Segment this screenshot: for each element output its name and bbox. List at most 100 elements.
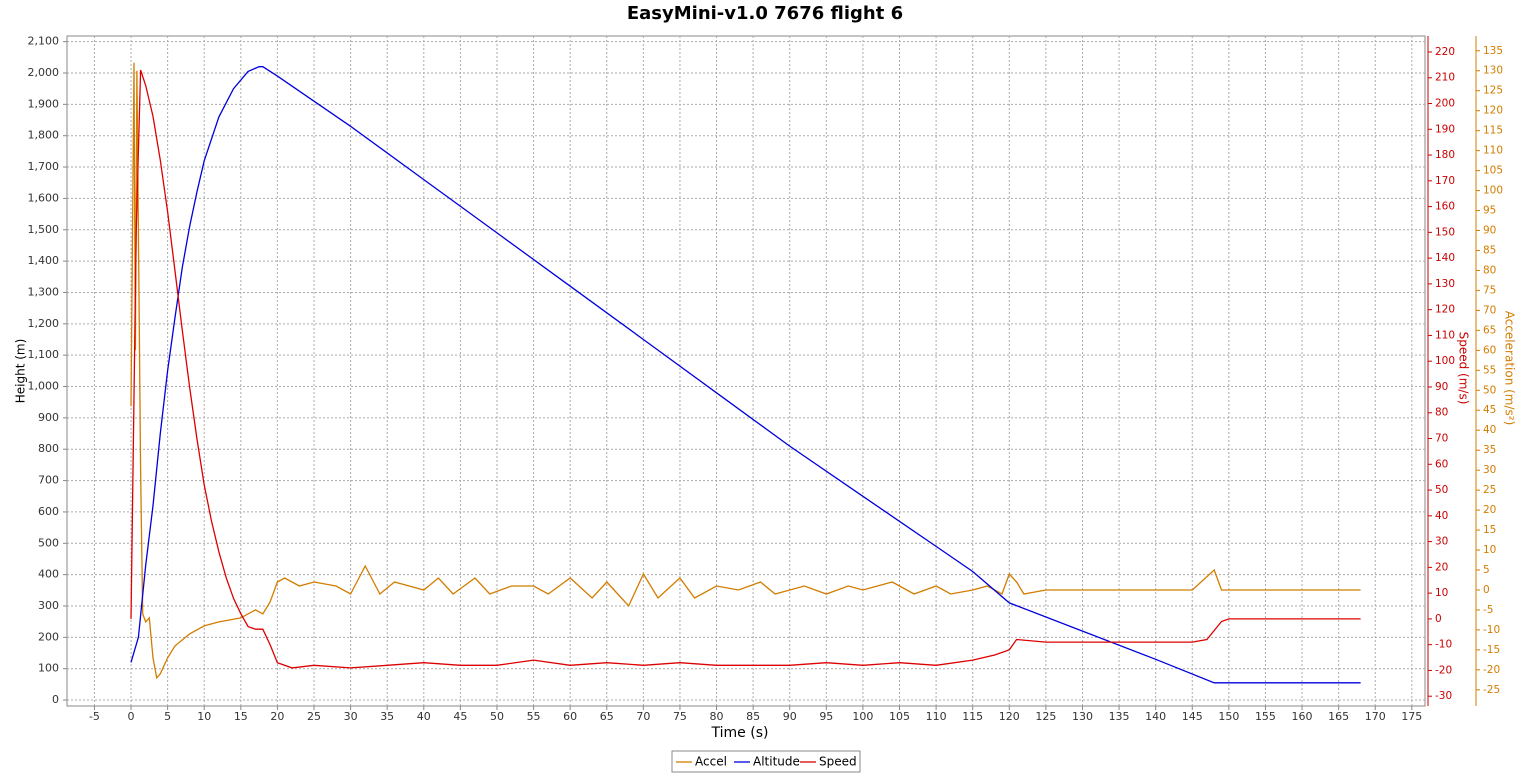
y3-tick-label: 135	[1483, 45, 1503, 57]
y2-tick-label: -10	[1435, 639, 1452, 651]
y2-tick-label: 220	[1435, 46, 1455, 58]
series-line	[130, 66, 1361, 684]
x-tick-label: 110	[926, 710, 947, 723]
y3-axis-label: Acceleration (m/s²)	[1503, 311, 1517, 426]
y3-tick-label: 80	[1483, 264, 1496, 276]
y2-tick-label: 50	[1435, 484, 1448, 496]
y-tick-label: 1,500	[28, 223, 60, 236]
y2-tick-label: 200	[1435, 98, 1455, 110]
y2-tick-label: 70	[1435, 433, 1448, 445]
y-tick-label: 2,000	[28, 66, 60, 79]
y2-tick-label: 210	[1435, 72, 1455, 84]
y3-tick-label: 85	[1483, 244, 1496, 256]
y3-tick-label: 20	[1483, 504, 1496, 516]
x-tick-label: 115	[962, 710, 983, 723]
y3-tick-label: 110	[1483, 145, 1503, 157]
y3-tick-label: 30	[1483, 464, 1496, 476]
legend-label: Speed	[819, 755, 857, 769]
y3-tick-label: 15	[1483, 524, 1496, 536]
x-tick-label: 140	[1145, 710, 1166, 723]
y-tick-label: 600	[38, 505, 59, 518]
y-tick-label: 2,100	[28, 35, 60, 48]
x-tick-label: 25	[307, 710, 321, 723]
x-tick-label: 105	[889, 710, 910, 723]
x-tick-label: 85	[746, 710, 760, 723]
y2-tick-label: 80	[1435, 407, 1448, 419]
x-tick-label: 150	[1218, 710, 1239, 723]
y3-tick-label: 115	[1483, 125, 1503, 137]
x-tick-label: 60	[563, 710, 577, 723]
y-tick-label: 400	[38, 568, 59, 581]
y-tick-label: 1,300	[28, 285, 60, 298]
y2-tick-label: 10	[1435, 587, 1448, 599]
y3-tick-label: 105	[1483, 165, 1503, 177]
y3-tick-label: 130	[1483, 65, 1503, 77]
x-tick-label: 175	[1401, 710, 1422, 723]
series-line	[130, 62, 1361, 680]
y-tick-label: 1,700	[28, 160, 60, 173]
x-tick-label: 100	[852, 710, 873, 723]
x-tick-label: 15	[234, 710, 248, 723]
y3-tick-label: 100	[1483, 185, 1503, 197]
x-tick-label: 160	[1292, 710, 1313, 723]
y2-tick-label: 60	[1435, 458, 1448, 470]
x-tick-label: 55	[527, 710, 541, 723]
y-tick-label: 1,100	[28, 348, 60, 361]
x-tick-label: 165	[1328, 710, 1349, 723]
y3-tick-label: 5	[1483, 564, 1490, 576]
y3-tick-label: 50	[1483, 384, 1496, 396]
y-tick-label: 0	[52, 693, 59, 706]
y3-tick-label: 40	[1483, 424, 1496, 436]
y-tick-label: 1,400	[28, 254, 60, 267]
y2-tick-label: 120	[1435, 304, 1455, 316]
y3-tick-label: 0	[1483, 584, 1490, 596]
x-tick-label: 50	[490, 710, 504, 723]
y-tick-label: 100	[38, 662, 59, 675]
y2-tick-label: -30	[1435, 690, 1452, 702]
y-tick-label: 1,000	[28, 380, 60, 393]
x-tick-label: 0	[128, 710, 135, 723]
y3-tick-label: 25	[1483, 484, 1496, 496]
y3-tick-label: 95	[1483, 205, 1496, 217]
y-tick-label: 200	[38, 630, 59, 643]
x-tick-label: 80	[710, 710, 724, 723]
y2-tick-label: 100	[1435, 355, 1455, 367]
y3-tick-label: -20	[1483, 664, 1500, 676]
y3-tick-label: 10	[1483, 544, 1496, 556]
chart-title: EasyMini-v1.0 7676 flight 6	[627, 3, 903, 24]
x-tick-label: 120	[999, 710, 1020, 723]
y2-tick-label: 20	[1435, 561, 1448, 573]
x-tick-label: 155	[1255, 710, 1276, 723]
y-tick-label: 1,900	[28, 97, 60, 110]
y-tick-label: 300	[38, 599, 59, 612]
x-tick-label: 90	[783, 710, 797, 723]
y-tick-label: 800	[38, 442, 59, 455]
y3-tick-label: 70	[1483, 304, 1496, 316]
x-tick-label: 70	[636, 710, 650, 723]
y3-tick-label: 125	[1483, 85, 1503, 97]
x-tick-label: 5	[164, 710, 171, 723]
y2-tick-label: 110	[1435, 329, 1455, 341]
x-tick-label: 95	[819, 710, 833, 723]
y-tick-label: 700	[38, 474, 59, 487]
y-tick-label: 1,800	[28, 129, 60, 142]
y3-tick-label: 120	[1483, 105, 1503, 117]
legend-label: Accel	[695, 755, 727, 769]
x-axis-label: Time (s)	[711, 725, 769, 741]
y3-tick-label: -10	[1483, 624, 1500, 636]
x-tick-label: 35	[380, 710, 394, 723]
y3-tick-label: -25	[1483, 684, 1500, 696]
y2-tick-label: 160	[1435, 201, 1455, 213]
y2-tick-label: 40	[1435, 510, 1448, 522]
x-tick-label: 145	[1182, 710, 1203, 723]
y3-tick-label: 75	[1483, 284, 1496, 296]
x-tick-label: 10	[197, 710, 211, 723]
y2-tick-label: 190	[1435, 123, 1455, 135]
y2-tick-label: -20	[1435, 664, 1452, 676]
y3-tick-label: 60	[1483, 344, 1496, 356]
y-tick-label: 1,600	[28, 191, 60, 204]
y2-tick-label: 140	[1435, 252, 1455, 264]
y2-tick-label: 0	[1435, 613, 1442, 625]
y-tick-label: 900	[38, 411, 59, 424]
